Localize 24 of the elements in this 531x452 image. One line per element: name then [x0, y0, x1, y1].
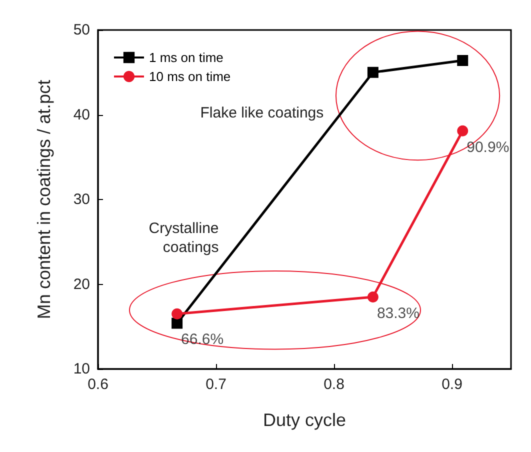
annotation: 90.9%: [466, 138, 510, 156]
y-tick-label: 20: [73, 276, 90, 293]
legend-label: 10 ms on time: [149, 69, 231, 84]
point: [172, 308, 183, 320]
annotation: Crystalline coatings: [148, 220, 219, 256]
y-tick-label: 10: [73, 360, 90, 378]
annotation: 66.6%: [181, 331, 224, 348]
annotation: 83.3%: [376, 304, 420, 322]
point: [172, 318, 183, 329]
x-tick-label: 0.6: [88, 376, 108, 393]
y-tick-label: 30: [73, 191, 90, 208]
point: [457, 55, 468, 66]
y-tick-label: 40: [73, 106, 90, 124]
y-axis-title: Mn content in coatings / at.pct: [34, 80, 54, 320]
point: [457, 125, 468, 136]
y-tick-label: 50: [73, 22, 90, 38]
x-tick-label: 0.8: [324, 376, 344, 393]
annotation: Flake like coatings: [200, 104, 324, 122]
x-tick-label: 0.7: [206, 376, 226, 393]
legend-label: 1 ms on time: [149, 50, 224, 65]
point: [367, 66, 378, 78]
x-tick-label: 0.9: [442, 376, 462, 393]
point: [367, 291, 378, 302]
x-axis-title: Duty cycle: [262, 410, 346, 430]
